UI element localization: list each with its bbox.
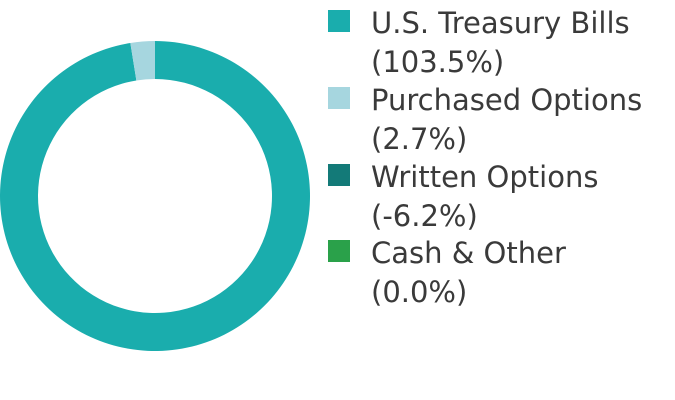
donut-slice	[130, 41, 155, 81]
donut-slice	[0, 41, 310, 351]
legend-label: U.S. Treasury Bills	[371, 6, 630, 40]
legend-value: (0.0%)	[371, 275, 467, 309]
legend-value: (-6.2%)	[371, 199, 478, 233]
legend-label: Cash & Other	[371, 236, 566, 270]
legend-value: (103.5%)	[371, 45, 504, 79]
legend-swatch	[328, 87, 350, 109]
legend-swatch	[328, 10, 350, 32]
legend-label: Purchased Options	[371, 83, 642, 117]
legend-label: Written Options	[371, 160, 598, 194]
legend-value: (2.7%)	[371, 122, 467, 156]
legend-swatch	[328, 164, 350, 186]
legend-swatch	[328, 240, 350, 262]
